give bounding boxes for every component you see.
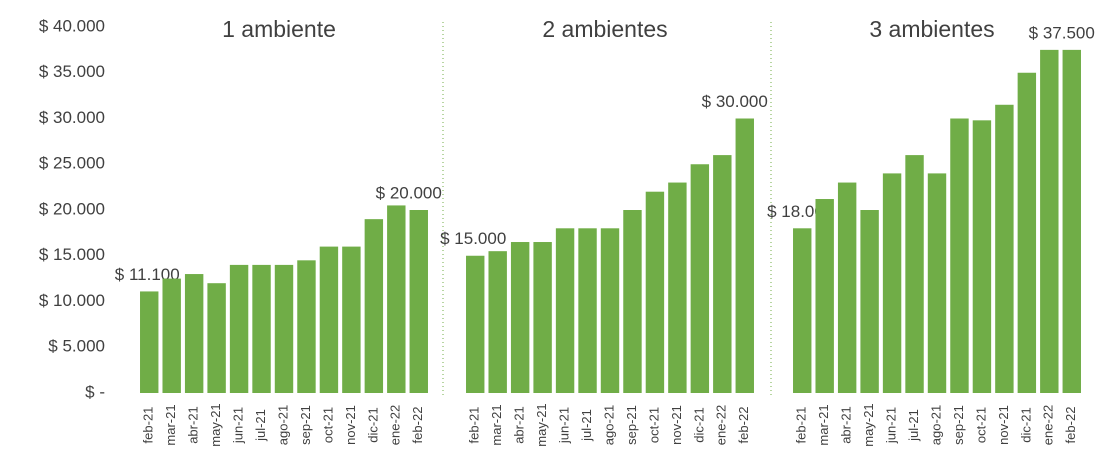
- x-tick-label: mar-21: [489, 404, 504, 445]
- x-tick-label: jul-21: [253, 409, 268, 442]
- x-tick-label: ene-22: [388, 405, 403, 445]
- bar: [690, 164, 710, 393]
- bar: [623, 210, 642, 393]
- bar: [555, 228, 575, 393]
- bar: [600, 228, 620, 393]
- x-tick-label: jun-21: [231, 407, 246, 444]
- x-tick-label: may-21: [534, 403, 549, 446]
- x-tick-label: nov-21: [669, 405, 684, 445]
- panel-title: 1 ambiente: [222, 16, 336, 42]
- value-label: $ 30.000: [702, 92, 768, 111]
- x-tick-label: feb-22: [410, 407, 425, 444]
- x-tick-label: jul-21: [579, 409, 594, 442]
- x-tick-label: dic-21: [691, 407, 706, 442]
- bar: [713, 155, 732, 393]
- x-tick-label: ago-21: [601, 405, 616, 445]
- bar: [297, 260, 316, 393]
- bar: [972, 120, 992, 393]
- y-tick-label: $ 40.000: [39, 16, 105, 35]
- x-tick-label: dic-21: [1018, 407, 1033, 442]
- y-tick-label: $ 5.000: [48, 337, 105, 356]
- x-tick-label: abr-21: [839, 406, 854, 444]
- bar: [184, 274, 204, 393]
- x-tick-label: sep-21: [624, 405, 639, 445]
- x-tick-label: feb-22: [736, 407, 751, 444]
- bar: [995, 104, 1014, 394]
- panel-title: 2 ambientes: [542, 16, 667, 42]
- x-tick-label: nov-21: [996, 405, 1011, 445]
- x-tick-label: ene-22: [714, 405, 729, 445]
- bar: [1062, 49, 1081, 393]
- bar: [793, 228, 812, 393]
- bar: [860, 210, 879, 393]
- value-label: $ 20.000: [376, 183, 442, 202]
- bar: [488, 251, 507, 393]
- x-tick-label: ago-21: [275, 405, 290, 445]
- bar: [319, 246, 339, 393]
- bar: [645, 191, 665, 393]
- bar: [229, 264, 249, 393]
- y-tick-label: $ 25.000: [39, 154, 105, 173]
- bar: [950, 118, 969, 393]
- bar: [387, 205, 406, 393]
- bar: [837, 182, 857, 393]
- bar: [409, 210, 428, 393]
- value-label: $ 15.000: [440, 229, 506, 248]
- x-tick-label: abr-21: [512, 406, 527, 444]
- bar: [882, 173, 902, 393]
- bar: [1040, 49, 1059, 393]
- bar: [815, 199, 834, 393]
- bar: [905, 155, 924, 393]
- x-tick-label: feb-22: [1063, 407, 1078, 444]
- x-tick-label: mar-21: [816, 404, 831, 445]
- x-tick-label: oct-21: [646, 407, 661, 443]
- y-tick-label: $ 30.000: [39, 108, 105, 127]
- y-tick-label: $ 15.000: [39, 245, 105, 264]
- bar: [668, 182, 687, 393]
- x-tick-label: jun-21: [884, 407, 899, 444]
- bar: [364, 219, 384, 393]
- x-tick-label: feb-21: [794, 407, 809, 444]
- x-tick-label: mar-21: [163, 404, 178, 445]
- x-tick-label: jul-21: [906, 409, 921, 442]
- x-tick-label: ene-22: [1041, 405, 1056, 445]
- x-tick-label: ago-21: [928, 405, 943, 445]
- x-tick-label: oct-21: [320, 407, 335, 443]
- x-tick-label: sep-21: [951, 405, 966, 445]
- y-tick-label: $ 10.000: [39, 291, 105, 310]
- bar: [578, 228, 597, 393]
- y-tick-label: $ -: [85, 382, 105, 401]
- x-tick-label: may-21: [861, 403, 876, 446]
- x-tick-label: oct-21: [973, 407, 988, 443]
- y-tick-label: $ 35.000: [39, 62, 105, 81]
- bar: [510, 242, 530, 393]
- x-tick-label: abr-21: [186, 406, 201, 444]
- bar: [342, 246, 361, 393]
- bar: [533, 242, 552, 393]
- x-tick-label: may-21: [208, 403, 223, 446]
- y-tick-label: $ 20.000: [39, 199, 105, 218]
- x-tick-label: dic-21: [365, 407, 380, 442]
- bar: [466, 255, 485, 393]
- panel-title: 3 ambientes: [869, 16, 994, 42]
- value-label: $ 37.500: [1029, 23, 1095, 42]
- bar: [1017, 72, 1037, 393]
- x-tick-label: feb-21: [141, 407, 156, 444]
- bar: [207, 283, 226, 393]
- bar: [274, 264, 294, 393]
- x-tick-label: feb-21: [467, 407, 482, 444]
- x-tick-label: sep-21: [298, 405, 313, 445]
- x-tick-label: nov-21: [343, 405, 358, 445]
- x-tick-label: jun-21: [557, 407, 572, 444]
- bar: [140, 291, 159, 393]
- bar: [252, 264, 271, 393]
- bar: [162, 278, 181, 393]
- bar: [927, 173, 947, 393]
- bar: [735, 118, 754, 393]
